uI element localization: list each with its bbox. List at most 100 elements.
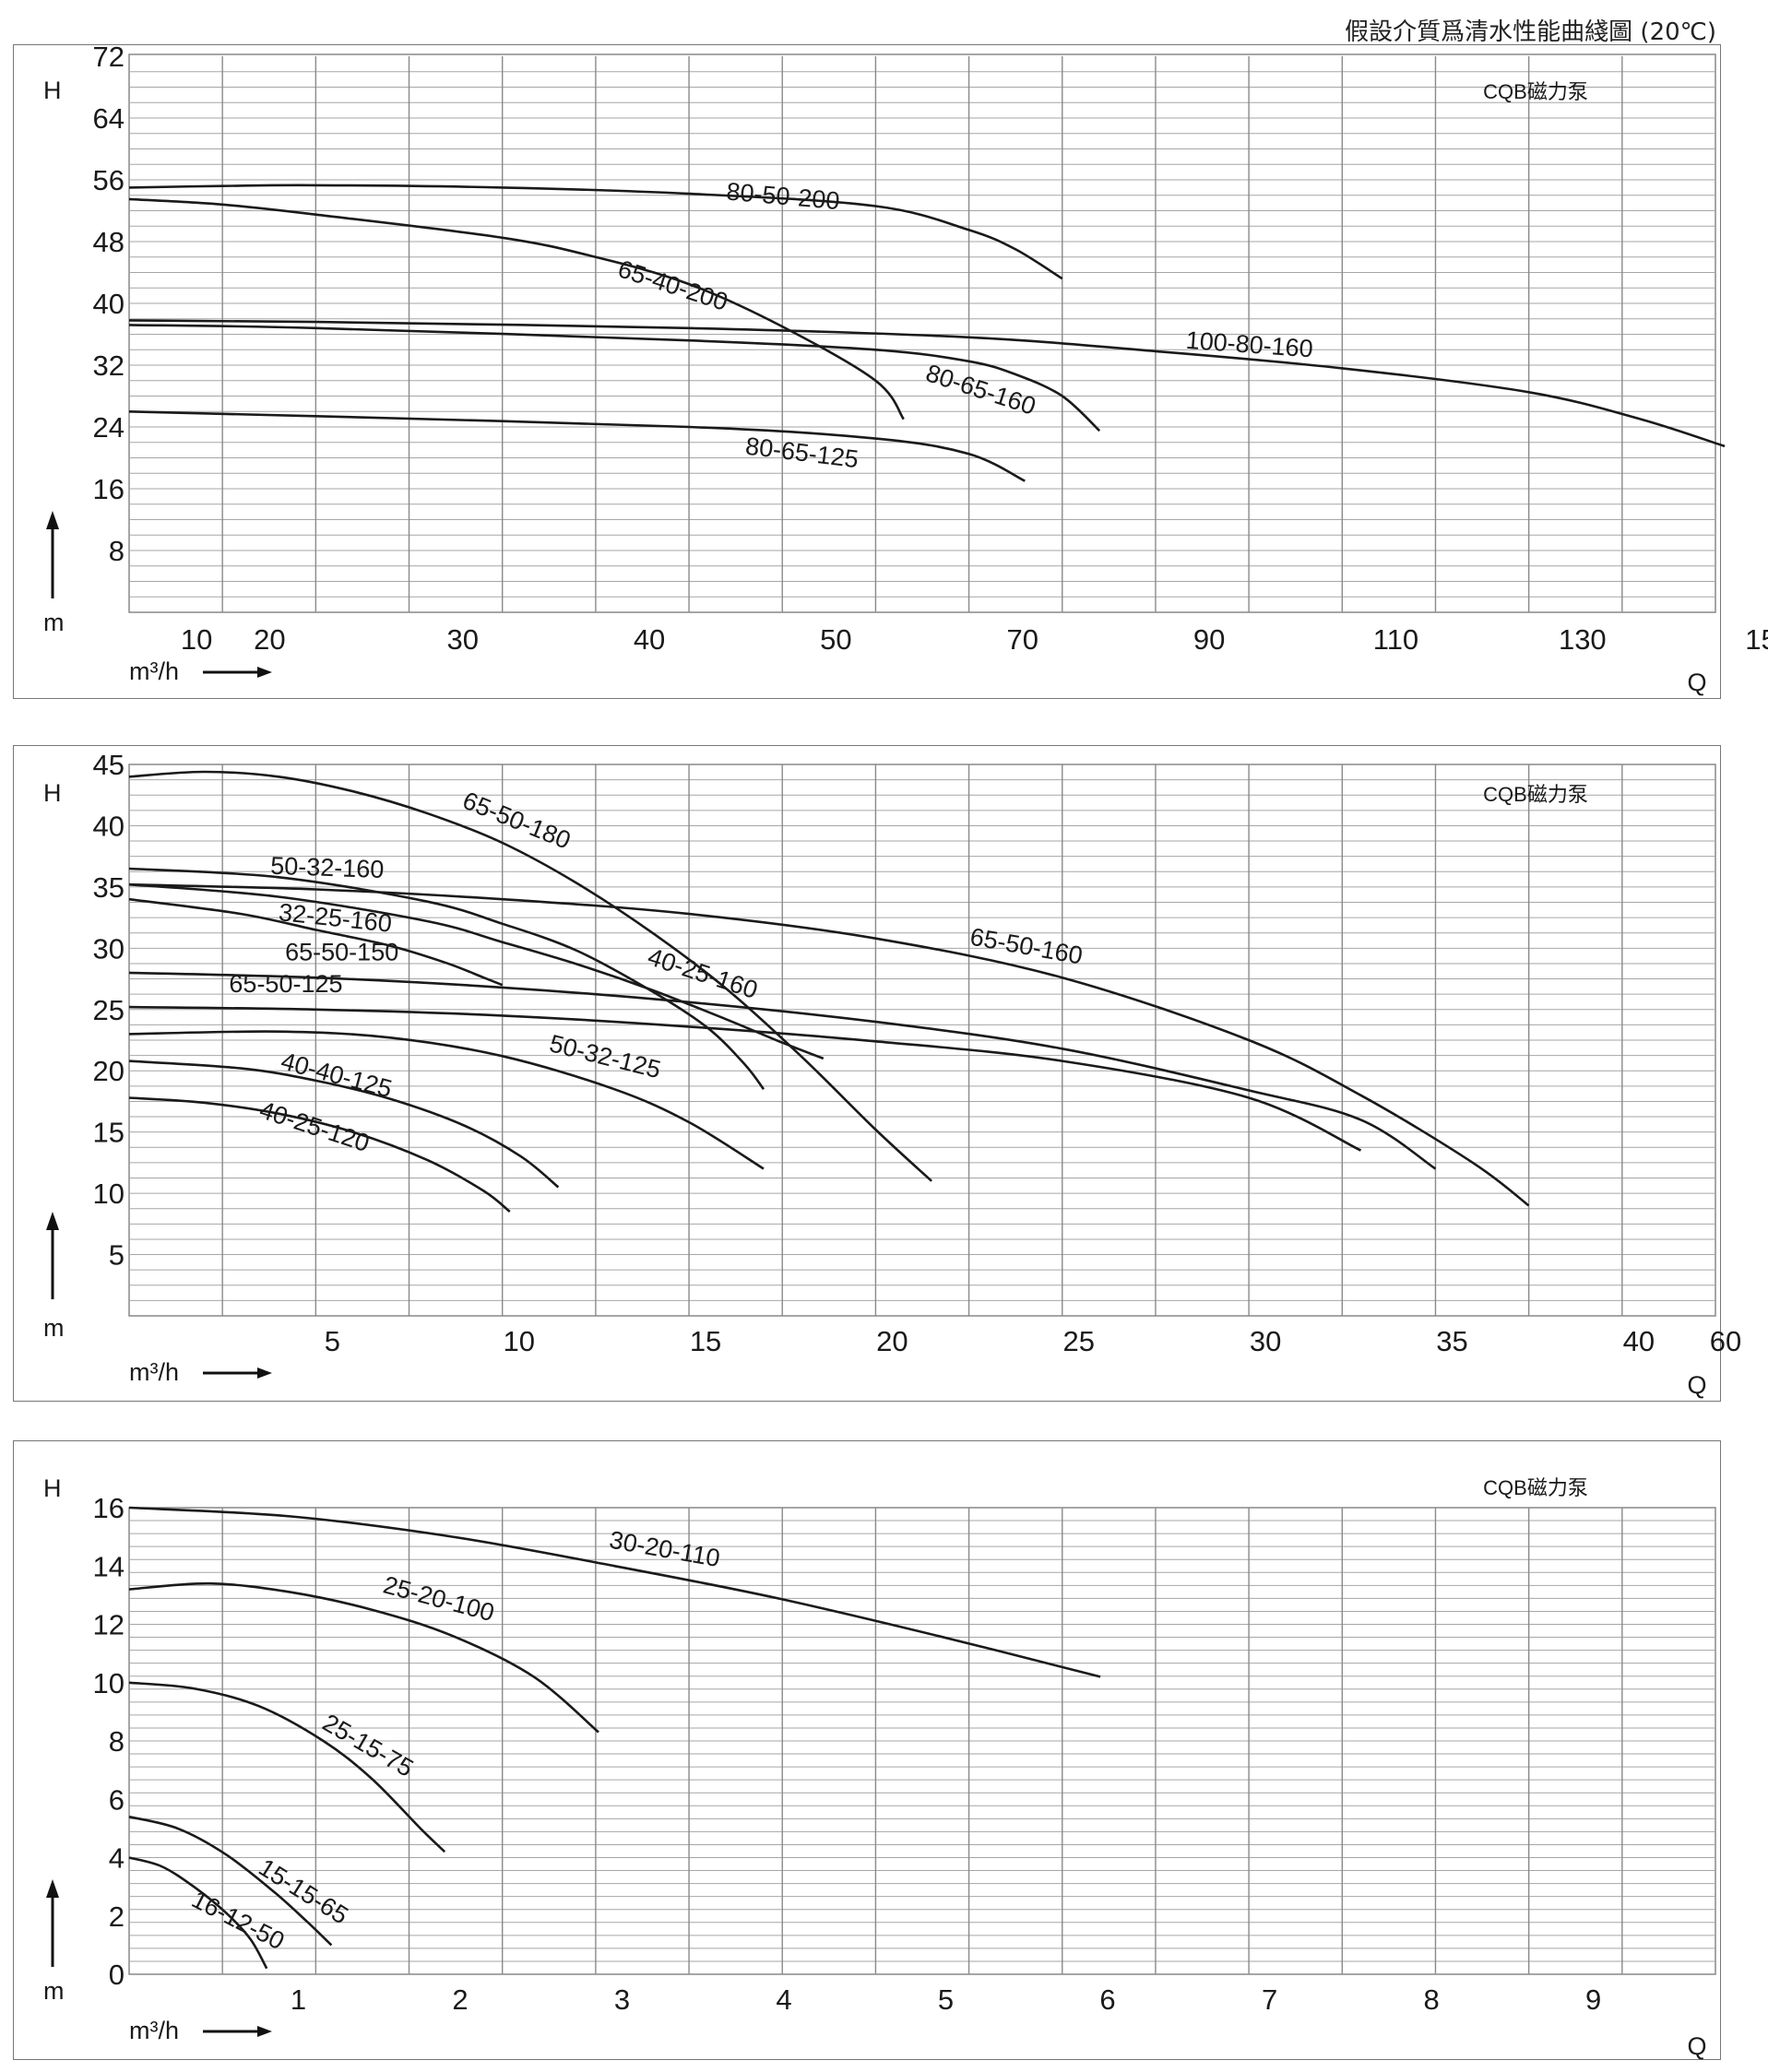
curve-label-16-12-50: 16-12-50 [187, 1885, 289, 1955]
curve-label-65-50-125: 65-50-125 [229, 970, 342, 998]
chart-svg-medium-pumps: 5 10 15 20 25 30 35 40 45 5 10 15 20 25 30 35 40 60 Hm m³/h… [43, 749, 1741, 1399]
pump-curve-65-40-200 [128, 197, 905, 420]
y-tick-label: 30 [93, 932, 125, 965]
brand-label: CQB磁力泵 [1483, 783, 1588, 806]
pump-curve-65-50-180 [128, 770, 932, 1182]
x-tick-label: 9 [1585, 1983, 1601, 2016]
y-tick-label: 32 [93, 349, 125, 382]
pump-curve-100-80-160 [128, 319, 1726, 448]
chart-panel-large-pumps: 8 16 24 32 40 48 56 64 72 10 20 30 40 50 70 90 110 130 150… [13, 41, 1768, 699]
x-tick-label: 35 [1436, 1325, 1467, 1357]
y-axis-arrow-head [46, 1212, 59, 1230]
pump-curve-50-32-160 [128, 867, 765, 1090]
curve-label-65-40-200: 65-40-200 [614, 255, 730, 316]
x-tick-label: 10 [181, 623, 212, 656]
chart-svg-large-pumps: 8 16 24 32 40 48 56 64 72 10 20 30 40 50 70 90 110 130 150… [43, 41, 1768, 696]
y-tick-label: 16 [93, 473, 125, 505]
x-tick-label: 7 [1262, 1983, 1277, 2016]
x-tick-label: 6 [1099, 1983, 1115, 2016]
x-axis-unit: m³/h [129, 2017, 179, 2044]
curve-label-65-50-150: 65-50-150 [285, 939, 398, 966]
pump-curve-65-50-160 [128, 882, 1530, 1207]
x-tick-label: 30 [1250, 1325, 1281, 1357]
y-axis-unit: m [43, 1977, 65, 2005]
pump-curve-65-50-150 [128, 971, 1437, 1170]
y-tick-label: 15 [93, 1117, 125, 1149]
pump-curve-25-20-100 [128, 1581, 599, 1734]
y-tick-label: 48 [93, 226, 125, 258]
y-tick-label: 64 [93, 102, 125, 135]
y-tick-label: 10 [93, 1178, 125, 1210]
x-tick-label: 20 [254, 623, 285, 656]
pump-curve-30-20-110 [128, 1506, 1101, 1678]
y-tick-label: 72 [93, 41, 125, 73]
x-tick-label: 3 [614, 1983, 630, 2016]
y-tick-label: 6 [109, 1783, 125, 1816]
plot-frame [128, 53, 1716, 613]
y-tick-label: 8 [109, 535, 125, 567]
curve-label-25-20-100: 25-20-100 [380, 1570, 497, 1627]
y-tick-label: 8 [109, 1725, 125, 1758]
y-tick-label: 4 [109, 1842, 125, 1875]
x-axis-arrow-head [257, 2026, 272, 2037]
pump-curve-80-50-200 [128, 184, 1063, 280]
pump-curve-50-32-125 [128, 1030, 765, 1170]
pump-curve-40-40-125 [128, 1060, 560, 1189]
y-tick-label: 25 [93, 994, 125, 1026]
x-axis-arrow-head [257, 667, 272, 678]
curve-label-50-32-160: 50-32-160 [270, 852, 385, 883]
y-axis-unit: m [43, 609, 65, 636]
brand-label: CQB磁力泵 [1483, 1476, 1588, 1499]
y-tick-label: 20 [93, 1055, 125, 1087]
y-tick-label: 45 [93, 749, 125, 781]
y-tick-label: 12 [93, 1609, 125, 1641]
x-tick-label: 130 [1559, 623, 1607, 656]
y-tick-label: 0 [109, 1959, 125, 1991]
x-tick-label: 50 [820, 623, 851, 656]
y-tick-label: 16 [93, 1492, 125, 1524]
x-tick-label: 4 [776, 1983, 791, 2016]
x-tick-label: 5 [325, 1325, 340, 1357]
x-tick-label: 8 [1423, 1983, 1439, 2016]
brand-label: CQB磁力泵 [1483, 80, 1588, 103]
curve-label-30-20-110: 30-20-110 [608, 1526, 722, 1573]
curve-label-65-50-160: 65-50-160 [968, 923, 1085, 970]
pump-curve-16-12-50 [128, 1856, 268, 1970]
y-tick-label: 35 [93, 871, 125, 904]
y-tick-label: 2 [109, 1900, 125, 1933]
x-tick-label: 40 [1623, 1325, 1655, 1357]
y-axis-label: H [43, 1474, 62, 1502]
x-axis-unit: m³/h [129, 1358, 179, 1386]
curve-label-25-15-75: 25-15-75 [318, 1709, 419, 1782]
x-tick-label: 25 [1063, 1325, 1095, 1357]
curve-label-80-65-125: 80-65-125 [744, 432, 860, 474]
x-tick-label: 40 [634, 623, 665, 656]
x-axis-arrow-head [257, 1368, 272, 1379]
x-tick-label: 150 [1745, 623, 1768, 656]
x-tick-label: 20 [876, 1325, 908, 1357]
x-tick-label: 5 [938, 1983, 954, 2016]
curve-label-50-32-125: 50-32-125 [547, 1029, 664, 1083]
x-tick-label: 60 [1710, 1325, 1741, 1357]
x-tick-label: 70 [1007, 623, 1038, 656]
x-axis-label: Q [1687, 2032, 1706, 2060]
y-axis-label: H [43, 77, 62, 104]
pump-curve-65-50-125 [128, 1005, 1362, 1152]
y-tick-label: 24 [93, 411, 125, 444]
x-tick-label: 15 [690, 1325, 721, 1357]
x-axis-label: Q [1687, 1371, 1706, 1399]
curve-label-100-80-160: 100-80-160 [1185, 326, 1314, 363]
y-tick-label: 14 [93, 1550, 125, 1582]
pump-curve-25-15-75 [128, 1681, 446, 1853]
y-tick-label: 40 [93, 810, 125, 842]
pump-curve-80-65-125 [128, 410, 1026, 482]
y-tick-label: 40 [93, 288, 125, 320]
curve-label-32-25-160: 32-25-160 [278, 898, 394, 938]
x-axis-label: Q [1687, 669, 1706, 696]
x-axis-unit: m³/h [129, 657, 179, 685]
y-tick-label: 56 [93, 164, 125, 196]
curve-label-40-25-120: 40-25-120 [256, 1095, 373, 1157]
curve-label-80-50-200: 80-50-200 [725, 178, 840, 216]
y-axis-label: H [43, 779, 62, 807]
